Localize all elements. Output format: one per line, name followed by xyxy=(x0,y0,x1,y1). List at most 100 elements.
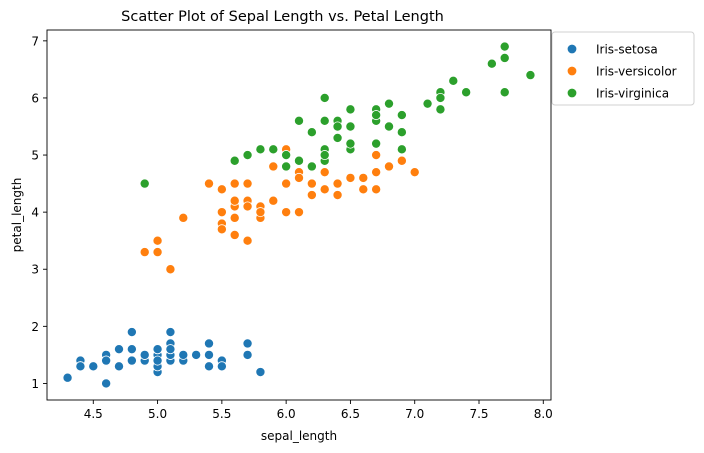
data-point xyxy=(358,184,369,195)
data-point xyxy=(139,349,150,360)
x-axis-ticks: 4.5 5.0 5.5 6.0 6.5 7.0 7.5 8.0 xyxy=(84,400,553,421)
y-tick-label: 2 xyxy=(31,320,39,334)
legend-label: Iris-virginica xyxy=(596,87,669,101)
legend-marker xyxy=(566,43,578,55)
data-point xyxy=(203,349,214,360)
data-point xyxy=(345,138,356,149)
y-tick-label: 7 xyxy=(31,34,39,48)
data-point xyxy=(216,224,227,235)
data-point xyxy=(345,172,356,183)
x-tick-label: 5.5 xyxy=(212,407,231,421)
legend-box xyxy=(551,31,695,106)
data-point xyxy=(126,355,137,366)
x-tick-label: 8.0 xyxy=(534,407,553,421)
data-point xyxy=(306,161,317,172)
data-point xyxy=(525,70,536,81)
data-point xyxy=(242,235,253,246)
data-point xyxy=(178,349,189,360)
data-point xyxy=(371,138,382,149)
data-point xyxy=(139,178,150,189)
x-tick-label: 5.0 xyxy=(148,407,167,421)
legend-label: Iris-versicolor xyxy=(596,65,677,79)
data-point xyxy=(319,92,330,103)
data-point xyxy=(268,144,279,155)
data-point xyxy=(306,127,317,138)
data-point xyxy=(229,155,240,166)
data-point xyxy=(255,367,266,378)
data-point xyxy=(229,212,240,223)
data-point xyxy=(114,361,125,372)
data-point xyxy=(409,167,420,178)
y-axis-ticks: 1 2 3 4 5 6 7 xyxy=(31,34,47,391)
data-point xyxy=(229,178,240,189)
data-point xyxy=(75,361,86,372)
data-point xyxy=(126,327,137,338)
data-point xyxy=(383,121,394,132)
data-point xyxy=(319,184,330,195)
data-point xyxy=(216,207,227,218)
data-point xyxy=(203,338,214,349)
data-point xyxy=(371,110,382,121)
data-point xyxy=(152,355,163,366)
data-point xyxy=(293,207,304,218)
data-point xyxy=(101,355,112,366)
data-point xyxy=(255,144,266,155)
data-point xyxy=(268,195,279,206)
data-point xyxy=(139,247,150,258)
data-point xyxy=(281,161,292,172)
data-point xyxy=(165,264,176,275)
data-point xyxy=(371,167,382,178)
data-point xyxy=(165,327,176,338)
data-point xyxy=(242,150,253,161)
data-point xyxy=(152,247,163,258)
data-point xyxy=(203,361,214,372)
data-point xyxy=(178,212,189,223)
data-point xyxy=(396,110,407,121)
data-point xyxy=(461,87,472,98)
data-point xyxy=(371,150,382,161)
x-tick-label: 6.5 xyxy=(341,407,360,421)
y-tick-label: 1 xyxy=(31,377,39,391)
data-point xyxy=(332,178,343,189)
data-point xyxy=(345,104,356,115)
data-point xyxy=(114,344,125,355)
data-point xyxy=(62,372,73,383)
data-point xyxy=(152,235,163,246)
data-point xyxy=(448,75,459,86)
y-tick-label: 5 xyxy=(31,149,39,163)
legend-marker xyxy=(566,87,578,99)
data-point xyxy=(88,361,99,372)
data-point xyxy=(499,87,510,98)
data-point xyxy=(255,207,266,218)
data-point xyxy=(216,184,227,195)
legend-label: Iris-setosa xyxy=(596,43,658,57)
y-axis-label: petal_length xyxy=(10,178,24,253)
data-point xyxy=(281,178,292,189)
data-point xyxy=(319,150,330,161)
y-tick-label: 6 xyxy=(31,91,39,105)
data-point xyxy=(332,132,343,143)
data-point xyxy=(396,144,407,155)
data-point xyxy=(216,361,227,372)
data-point xyxy=(165,344,176,355)
data-point xyxy=(281,207,292,218)
plot-frame xyxy=(46,29,552,401)
data-point xyxy=(486,58,497,69)
data-point xyxy=(242,178,253,189)
x-tick-label: 7.5 xyxy=(469,407,488,421)
data-point xyxy=(435,104,446,115)
data-point xyxy=(319,167,330,178)
data-point xyxy=(345,121,356,132)
data-point xyxy=(371,184,382,195)
data-point xyxy=(293,155,304,166)
chart-title: Scatter Plot of Sepal Length vs. Petal L… xyxy=(121,9,444,25)
data-point xyxy=(306,190,317,201)
data-point xyxy=(126,344,137,355)
x-tick-label: 4.5 xyxy=(84,407,103,421)
data-point xyxy=(332,190,343,201)
data-point xyxy=(499,52,510,63)
x-tick-label: 6.0 xyxy=(277,407,296,421)
data-point xyxy=(358,172,369,183)
data-point xyxy=(242,338,253,349)
